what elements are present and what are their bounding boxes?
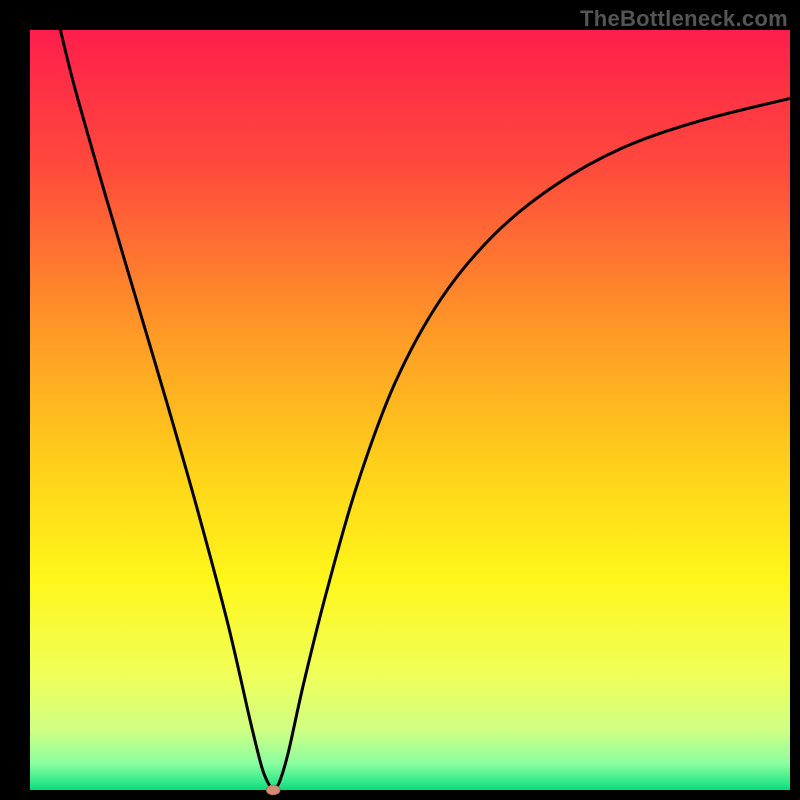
chart-svg	[0, 0, 800, 800]
optimum-marker	[266, 785, 280, 795]
plot-background	[30, 30, 790, 790]
bottleneck-chart: TheBottleneck.com	[0, 0, 800, 800]
watermark-text: TheBottleneck.com	[580, 6, 788, 32]
